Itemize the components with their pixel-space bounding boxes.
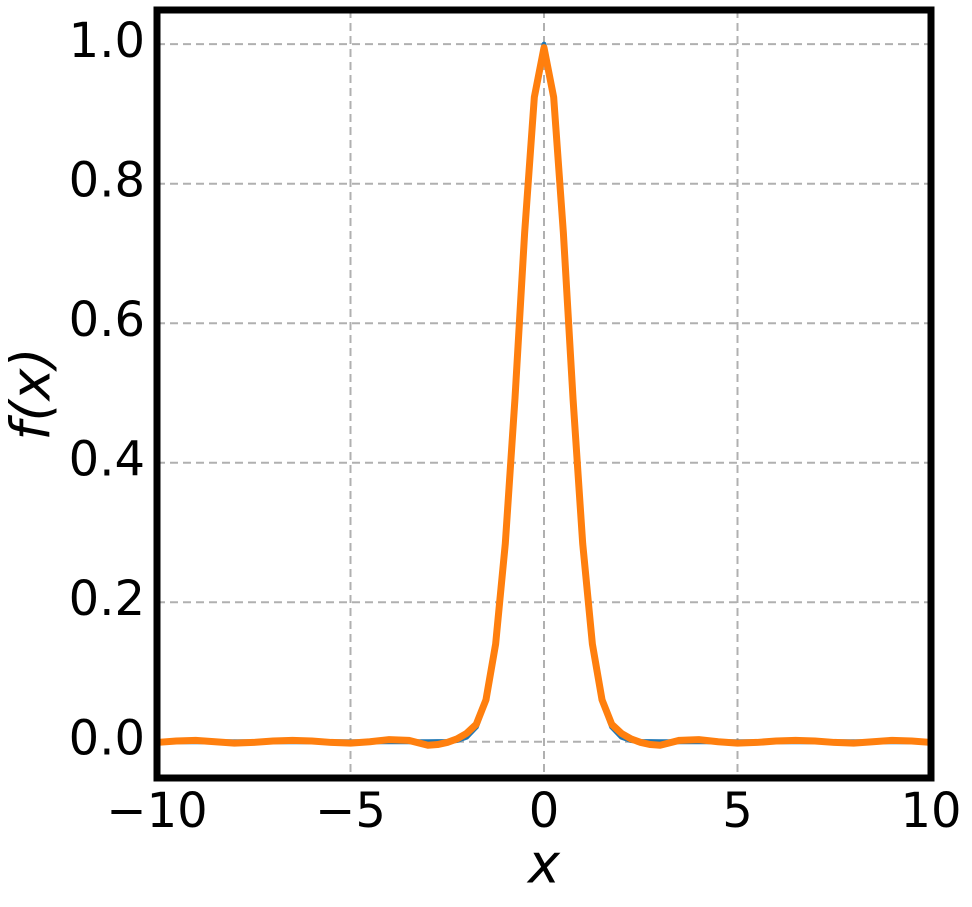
y-tick-label: 0.0 [69,711,145,767]
line-series [153,44,935,749]
x-tick-label: 0 [529,783,560,839]
y-tick-label: 0.2 [69,571,145,627]
plot-frame [153,6,935,782]
y-tick-label: 0.4 [69,432,145,488]
x-tick-label: 10 [900,783,961,839]
y-tick-label: 1.0 [69,13,145,69]
y-axis-title: f(x) [0,347,63,440]
y-tick-label: 0.6 [69,292,145,348]
x-axis-title: x [526,833,561,896]
x-tick-label: −10 [106,783,207,839]
x-tick-label: 5 [722,783,753,839]
y-tick-label: 0.8 [69,153,145,209]
x-tick-label: −5 [315,783,386,839]
